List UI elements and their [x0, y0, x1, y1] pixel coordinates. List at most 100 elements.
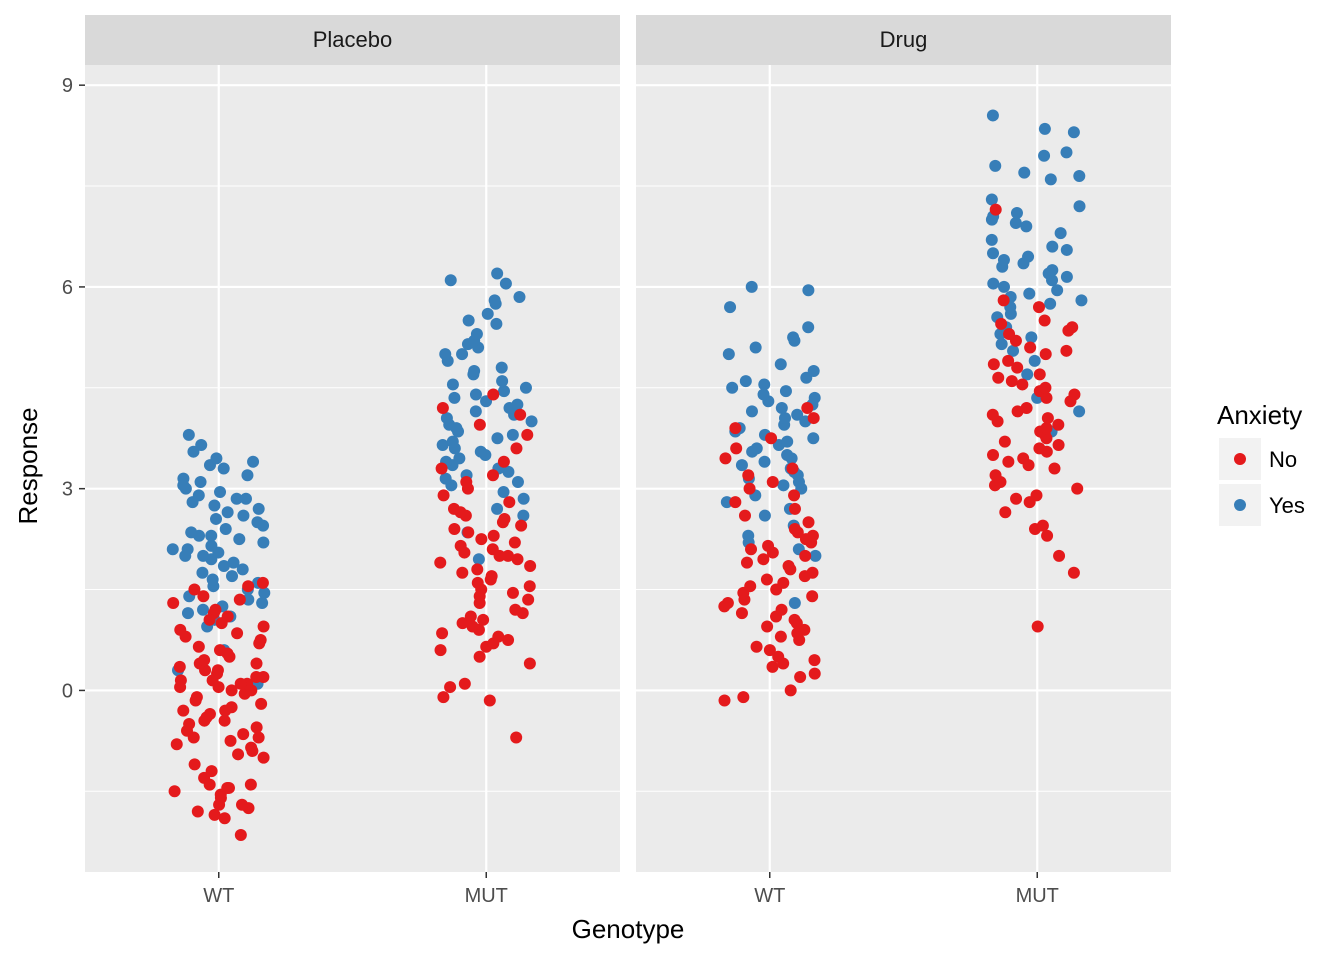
point-yes: [779, 412, 792, 425]
point-yes: [256, 597, 269, 609]
point-yes: [196, 566, 209, 579]
panels-layer: Placebo Drug: [85, 15, 1171, 872]
point-no: [473, 418, 486, 431]
point-no: [766, 660, 779, 673]
point-no: [252, 731, 265, 744]
point-yes: [1023, 287, 1036, 300]
point-no: [761, 620, 774, 633]
strip-label: Drug: [880, 27, 928, 52]
point-no: [224, 734, 237, 747]
point-yes: [774, 358, 787, 371]
point-yes: [436, 438, 449, 451]
point-yes: [181, 543, 194, 556]
point-yes: [742, 529, 755, 542]
point-no: [188, 583, 201, 596]
point-no: [167, 597, 180, 609]
point-yes: [1020, 220, 1033, 233]
point-yes: [987, 277, 1000, 290]
point-yes: [251, 516, 264, 529]
point-yes: [470, 328, 483, 340]
point-no: [486, 543, 499, 556]
point-yes: [1060, 243, 1073, 256]
point-no: [510, 731, 523, 744]
point-no: [782, 560, 795, 573]
point-no: [802, 516, 815, 529]
point-no: [1002, 455, 1015, 468]
point-no: [250, 721, 263, 734]
point-yes: [739, 375, 752, 388]
point-yes: [468, 364, 481, 377]
point-yes: [197, 549, 210, 562]
point-no: [435, 462, 448, 475]
point-no: [745, 543, 758, 556]
point-no: [1067, 566, 1080, 579]
point-no: [1036, 519, 1049, 532]
point-no: [437, 489, 450, 502]
point-no: [1033, 442, 1046, 455]
point-yes: [499, 277, 512, 290]
point-yes: [985, 233, 998, 246]
point-yes: [230, 492, 243, 505]
point-no: [192, 640, 205, 653]
point-yes: [809, 549, 822, 562]
point-no: [1039, 348, 1052, 361]
legend-key-no: [1234, 453, 1246, 465]
point-yes: [1028, 354, 1041, 367]
point-no: [464, 610, 477, 623]
legend-title: Anxiety: [1217, 400, 1302, 430]
point-no: [784, 684, 797, 697]
point-yes: [997, 254, 1010, 267]
point-no: [209, 603, 222, 616]
panel-drug: Drug: [636, 15, 1171, 872]
point-yes: [517, 509, 530, 522]
point-yes: [511, 398, 524, 411]
point-no: [485, 570, 498, 583]
point-no: [989, 203, 1002, 216]
point-yes: [781, 435, 794, 448]
point-no: [256, 576, 269, 589]
point-no: [807, 412, 820, 425]
point-no: [799, 549, 812, 562]
point-no: [1024, 341, 1037, 354]
point-no: [214, 644, 227, 657]
point-no: [1003, 328, 1016, 340]
point-yes: [802, 284, 815, 297]
point-no: [487, 529, 500, 542]
point-no: [1071, 482, 1084, 495]
point-no: [1031, 620, 1044, 633]
point-no: [1068, 388, 1081, 401]
point-yes: [490, 317, 503, 330]
point-yes: [166, 543, 179, 556]
point-yes: [1025, 331, 1038, 344]
x-tick-label: MUT: [1016, 885, 1059, 907]
point-yes: [1044, 297, 1057, 310]
point-no: [995, 317, 1008, 330]
point-yes: [775, 401, 788, 414]
point-yes: [517, 492, 530, 505]
point-yes: [258, 586, 271, 599]
panel-background: [85, 65, 620, 872]
point-yes: [221, 506, 234, 519]
strip-background: [636, 15, 1171, 65]
point-yes: [247, 455, 260, 468]
point-no: [503, 496, 516, 509]
point-no: [254, 633, 267, 646]
point-no: [437, 691, 450, 704]
point-no: [766, 475, 779, 488]
point-no: [208, 808, 221, 821]
point-no: [257, 620, 270, 633]
point-no: [436, 627, 449, 640]
point-no: [521, 428, 534, 441]
point-no: [218, 714, 231, 727]
point-yes: [724, 301, 737, 314]
point-no: [788, 489, 801, 502]
point-no: [233, 593, 246, 606]
strip-label: Placebo: [313, 27, 393, 52]
point-no: [1016, 378, 1029, 391]
point-yes: [439, 472, 452, 485]
point-no: [762, 539, 775, 552]
point-no: [462, 526, 475, 539]
point-yes: [491, 502, 504, 515]
point-no: [808, 654, 821, 667]
point-yes: [219, 523, 232, 536]
